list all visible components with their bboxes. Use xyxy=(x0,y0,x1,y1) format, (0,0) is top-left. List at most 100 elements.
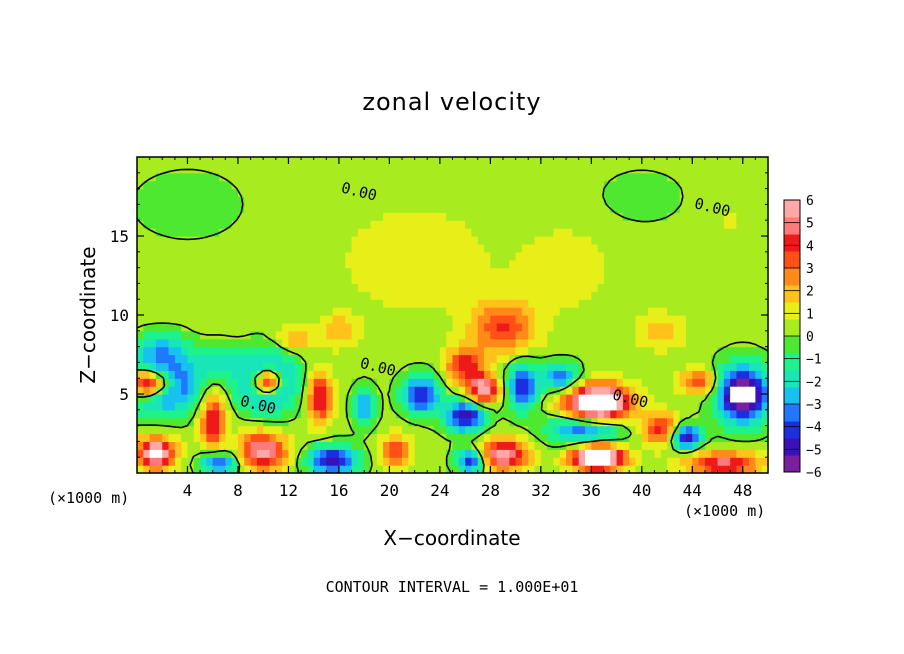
heatmap-cell xyxy=(155,259,163,269)
heatmap-cell xyxy=(547,172,555,182)
heatmap-cell xyxy=(509,449,517,458)
heatmap-cell xyxy=(307,441,315,450)
heatmap-cell xyxy=(540,433,548,442)
heatmap-cell xyxy=(635,259,643,269)
heatmap-cell xyxy=(717,220,725,229)
heatmap-cell xyxy=(704,338,712,348)
heatmap-cell xyxy=(610,330,618,340)
heatmap-cell xyxy=(685,299,693,308)
heatmap-cell xyxy=(345,243,353,253)
heatmap-cell xyxy=(143,259,151,269)
heatmap-cell xyxy=(578,164,586,174)
heatmap-cell xyxy=(414,157,422,166)
heatmap-cell xyxy=(326,465,334,474)
heatmap-cell xyxy=(370,401,378,411)
heatmap-cell xyxy=(376,417,384,427)
heatmap-cell xyxy=(622,362,630,371)
heatmap-cell xyxy=(515,315,523,324)
heatmap-cell xyxy=(420,196,428,205)
heatmap-cell xyxy=(137,307,144,316)
heatmap-cell xyxy=(433,457,441,466)
heatmap-cell xyxy=(704,322,712,332)
heatmap-cell xyxy=(395,322,403,332)
heatmap-cell xyxy=(162,362,170,371)
heatmap-cell xyxy=(162,378,170,387)
heatmap-cell xyxy=(521,267,529,277)
heatmap-cell xyxy=(509,212,517,221)
heatmap-cell xyxy=(711,299,719,308)
heatmap-cell xyxy=(174,267,182,277)
heatmap-cell xyxy=(585,370,592,379)
heatmap-cell xyxy=(319,322,327,332)
heatmap-cell xyxy=(162,196,170,205)
heatmap-cell xyxy=(414,457,422,466)
heatmap-cell xyxy=(635,441,643,450)
heatmap-cell xyxy=(597,378,605,387)
heatmap-cell xyxy=(155,449,163,458)
heatmap-cell xyxy=(566,449,573,458)
heatmap-cell xyxy=(137,465,144,474)
heatmap-cell xyxy=(711,346,719,356)
heatmap-cell xyxy=(263,259,271,269)
heatmap-cell xyxy=(168,259,176,269)
heatmap-cell xyxy=(528,441,536,450)
heatmap-cell xyxy=(534,441,542,450)
heatmap-cell xyxy=(685,204,693,213)
heatmap-cell xyxy=(629,307,637,316)
heatmap-cell xyxy=(629,441,637,450)
heatmap-cell xyxy=(294,449,302,458)
heatmap-cell xyxy=(521,259,529,269)
colorbar-swatch xyxy=(784,438,800,456)
heatmap-cell xyxy=(717,394,725,403)
heatmap-cell xyxy=(711,275,719,284)
heatmap-cell xyxy=(357,188,365,198)
heatmap-cell xyxy=(509,338,517,348)
heatmap-cell xyxy=(231,394,239,403)
heatmap-cell xyxy=(433,338,441,348)
heatmap-cell xyxy=(433,204,441,213)
heatmap-cell xyxy=(149,212,157,221)
heatmap-cell xyxy=(193,180,201,190)
heatmap-cell xyxy=(515,188,523,198)
heatmap-cell xyxy=(225,196,233,205)
heatmap-cell xyxy=(597,299,605,308)
heatmap-cell xyxy=(137,291,144,300)
heatmap-cell xyxy=(591,275,599,284)
heatmap-cell xyxy=(212,417,220,427)
heatmap-cell xyxy=(345,338,353,348)
heatmap-cell xyxy=(553,433,561,442)
heatmap-cell xyxy=(635,164,643,174)
heatmap-cell xyxy=(137,330,144,340)
heatmap-cell xyxy=(717,188,725,198)
heatmap-cell xyxy=(471,188,479,198)
heatmap-cell xyxy=(698,330,706,340)
heatmap-cell xyxy=(383,457,390,466)
heatmap-cell xyxy=(294,417,302,427)
heatmap-cell xyxy=(168,409,176,419)
heatmap-cell xyxy=(408,180,416,190)
heatmap-cell xyxy=(313,267,321,277)
heatmap-cell xyxy=(351,322,359,332)
heatmap-cell xyxy=(357,243,365,253)
heatmap-cell xyxy=(477,330,485,340)
heatmap-cell xyxy=(395,283,403,292)
heatmap-cell xyxy=(585,164,592,174)
heatmap-cell xyxy=(174,157,182,166)
heatmap-cell xyxy=(654,267,662,277)
heatmap-cell xyxy=(301,449,308,458)
heatmap-cell xyxy=(351,228,359,237)
heatmap-cell xyxy=(402,338,409,348)
heatmap-cell xyxy=(414,346,422,356)
heatmap-cell xyxy=(654,401,662,411)
heatmap-cell xyxy=(730,164,738,174)
heatmap-cell xyxy=(622,354,630,363)
heatmap-cell xyxy=(597,172,605,182)
heatmap-cell xyxy=(711,330,719,340)
heatmap-cell xyxy=(597,196,605,205)
heatmap-cell xyxy=(244,267,252,277)
heatmap-cell xyxy=(660,196,668,205)
heatmap-cell xyxy=(187,283,195,292)
heatmap-cell xyxy=(540,315,548,324)
heatmap-cell xyxy=(692,315,700,324)
heatmap-cell xyxy=(648,220,656,229)
